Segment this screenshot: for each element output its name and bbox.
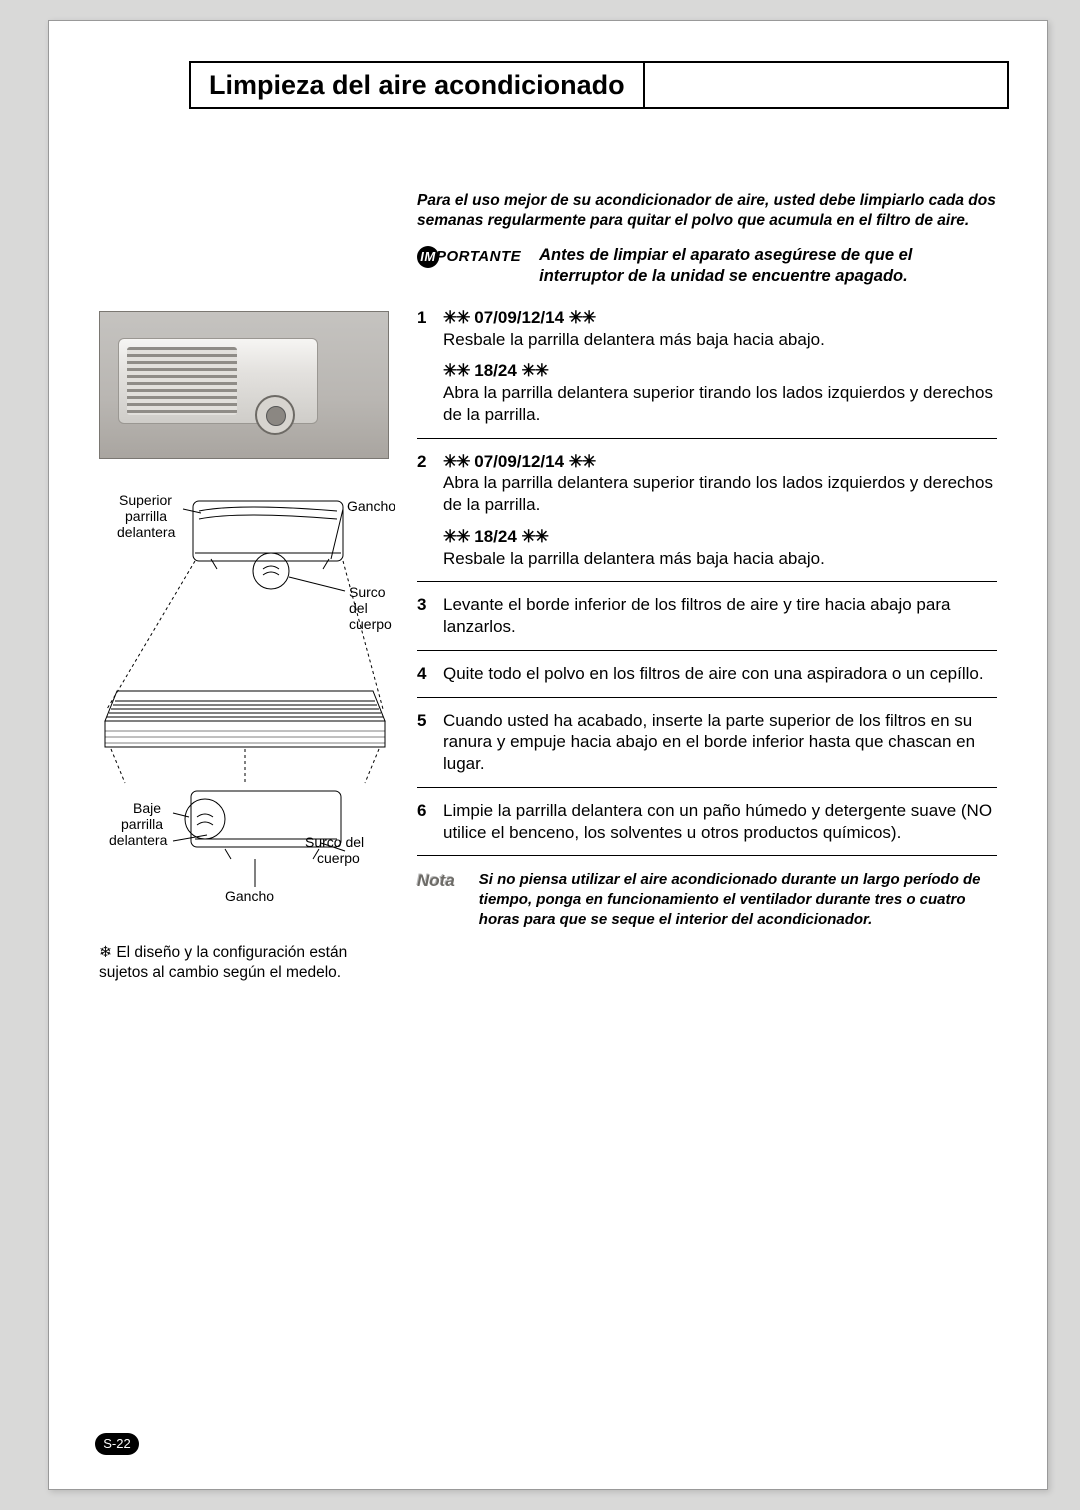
svg-text:Surco del: Surco del	[305, 834, 364, 850]
design-note-text: El diseño y la configuración están sujet…	[99, 944, 347, 981]
intro-text: Para el uso mejor de su acondicionador d…	[417, 191, 997, 231]
important-badge: IMPORTANTE	[417, 246, 521, 268]
model-code: ✳✳ 18/24 ✳✳	[443, 527, 548, 546]
step-3: 3 Levante el borde inferior de los filtr…	[417, 594, 997, 651]
step-6: 6 Limpie la parrilla delantera con un pa…	[417, 800, 997, 857]
step-num: 2	[417, 451, 443, 570]
title-bar: Limpieza del aire acondicionado	[189, 61, 1009, 109]
model-code: ✳✳ 07/09/12/14 ✳✳	[443, 308, 595, 327]
step-text: Resbale la parrilla delantera más baja h…	[443, 549, 825, 568]
svg-text:delantera: delantera	[117, 524, 176, 540]
product-photo	[99, 311, 389, 459]
page-number: S-22	[95, 1433, 139, 1455]
step-4: 4 Quite todo el polvo en los filtros de …	[417, 663, 997, 698]
page-title: Limpieza del aire acondicionado	[209, 70, 625, 101]
step-num: 5	[417, 710, 443, 775]
important-text: Antes de limpiar el aparato asegúrese de…	[539, 245, 997, 287]
left-column: Superior parrilla delantera Gancho Surco…	[95, 311, 395, 983]
page: Limpieza del aire acondicionado	[48, 20, 1048, 1490]
svg-text:del: del	[349, 600, 368, 616]
step-2: 2 ✳✳ 07/09/12/14 ✳✳ Abra la parrilla del…	[417, 451, 997, 583]
model-code: ✳✳ 18/24 ✳✳	[443, 361, 548, 380]
step-text: Cuando usted ha acabado, inserte la part…	[443, 710, 997, 775]
steps-list: 1 ✳✳ 07/09/12/14 ✳✳ Resbale la parrilla …	[417, 307, 997, 857]
step-text: Levante el borde inferior de los filtros…	[443, 594, 997, 638]
step-text: Resbale la parrilla delantera más baja h…	[443, 330, 825, 349]
lbl-bot-center: Gancho	[225, 888, 274, 904]
svg-text:Baje: Baje	[133, 800, 161, 816]
step-text: Quite todo el polvo en los filtros de ai…	[443, 663, 997, 685]
lbl-top-right: Gancho	[347, 498, 395, 514]
ac-vents	[127, 347, 237, 415]
svg-text:parrilla: parrilla	[125, 508, 167, 524]
svg-text:delantera: delantera	[109, 832, 168, 848]
svg-text:cuerpo: cuerpo	[349, 616, 392, 632]
step-text: Abra la parrilla delantera superior tira…	[443, 383, 993, 424]
title-box: Limpieza del aire acondicionado	[189, 61, 645, 109]
model-code: ✳✳ 07/09/12/14 ✳✳	[443, 452, 595, 471]
step-num: 3	[417, 594, 443, 638]
step-5: 5 Cuando usted ha acabado, inserte la pa…	[417, 710, 997, 788]
ac-knob	[255, 395, 295, 435]
step-text: Abra la parrilla delantera superior tira…	[443, 473, 993, 514]
svg-text:Superior: Superior	[119, 492, 172, 508]
lbl-top-left-1: Superior	[119, 492, 172, 508]
design-note: ❄ El diseño y la configuración están suj…	[99, 943, 395, 983]
diagram: Superior parrilla delantera Gancho Surco…	[95, 491, 395, 983]
step-body: ✳✳ 07/09/12/14 ✳✳ Abra la parrilla delan…	[443, 451, 997, 570]
note-label: Nota	[417, 870, 455, 892]
step-num: 4	[417, 663, 443, 685]
snowflake-icon: ❄	[99, 944, 112, 961]
svg-text:Surco: Surco	[349, 584, 386, 600]
note-text: Si no piensa utilizar el aire acondicion…	[479, 870, 997, 929]
step-num: 1	[417, 307, 443, 426]
ac-unit-illustration	[118, 338, 318, 424]
svg-text:parrilla: parrilla	[121, 816, 163, 832]
right-column: Para el uso mejor de su acondicionador d…	[417, 191, 997, 930]
step-text: Limpie la parrilla delantera con un paño…	[443, 800, 997, 844]
note-row: Nota Si no piensa utilizar el aire acond…	[417, 870, 997, 929]
important-row: IMPORTANTE Antes de limpiar el aparato a…	[417, 245, 997, 287]
step-1: 1 ✳✳ 07/09/12/14 ✳✳ Resbale la parrilla …	[417, 307, 997, 439]
svg-text:cuerpo: cuerpo	[317, 850, 360, 866]
step-body: ✳✳ 07/09/12/14 ✳✳ Resbale la parrilla de…	[443, 307, 997, 426]
important-label-rest: PORTANTE	[436, 248, 521, 265]
step-num: 6	[417, 800, 443, 844]
